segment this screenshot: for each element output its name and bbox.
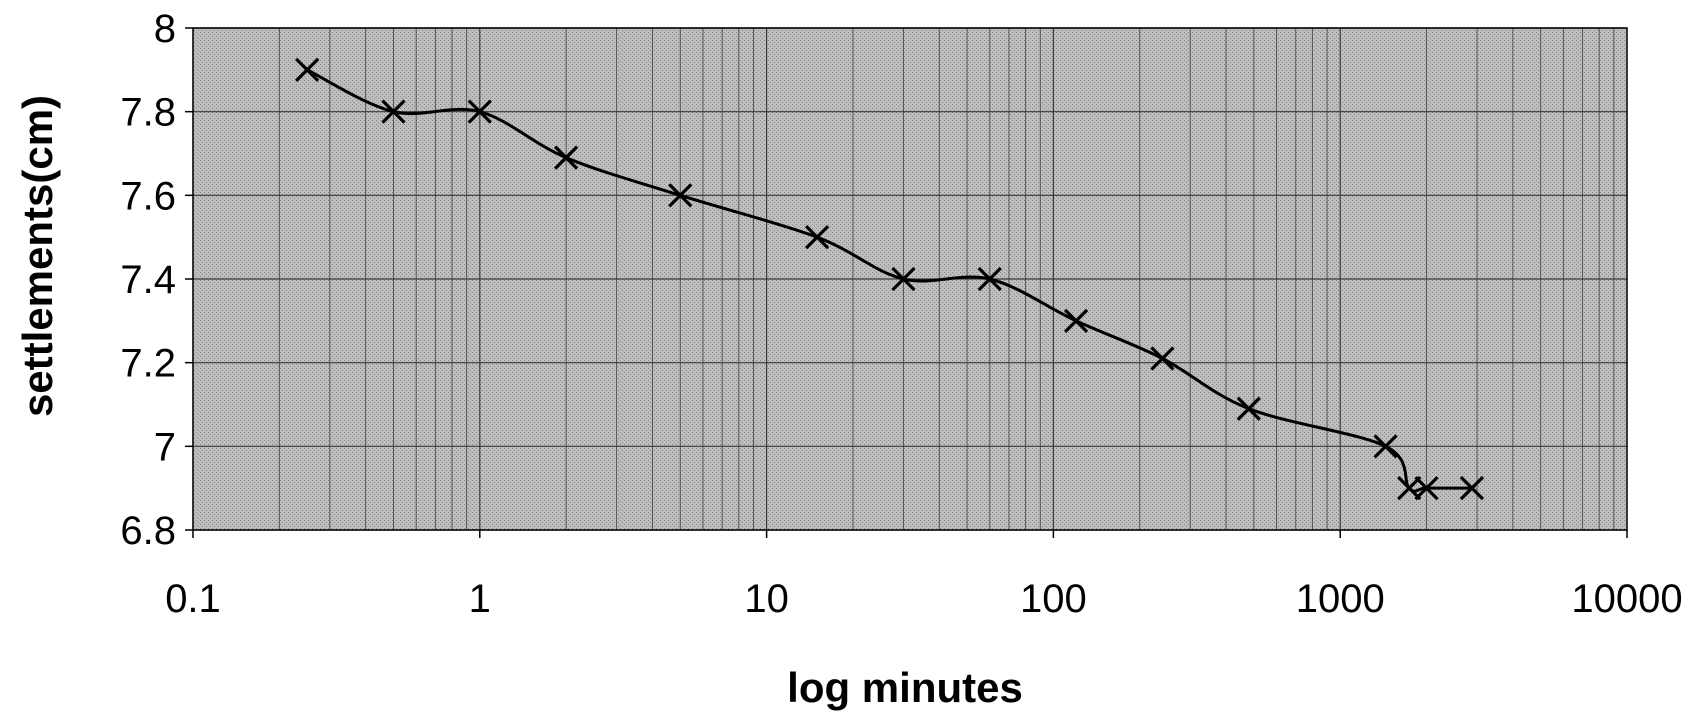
y-tick-label: 8: [154, 7, 176, 51]
y-tick-label: 7.6: [120, 174, 176, 218]
marker-stroke: [1373, 434, 1398, 459]
marker-stroke: [804, 225, 830, 250]
marker-stroke: [891, 266, 916, 292]
data-point-marker: [668, 183, 693, 208]
x-tick-label: 1: [469, 577, 491, 621]
data-point-marker: [1397, 476, 1422, 501]
data-series: [294, 57, 1485, 501]
data-point-marker: [294, 57, 320, 82]
marker-stroke: [381, 99, 406, 124]
x-tick-labels: 0.1 1 10 100 1000 10000: [165, 577, 1682, 621]
y-axis-title: settlements(cm): [14, 95, 61, 417]
data-point-marker: [1236, 396, 1261, 421]
marker-stroke: [294, 57, 320, 82]
tick-marks: [185, 27, 1628, 538]
y-tick-label: 7.4: [120, 258, 176, 302]
data-point-marker: [1373, 434, 1398, 459]
data-point-marker: [1414, 476, 1439, 501]
data-point-marker: [891, 266, 916, 292]
x-tick-label: 1000: [1296, 577, 1385, 621]
marker-stroke: [668, 183, 693, 208]
y-tick-label: 7.2: [120, 342, 176, 386]
marker-stroke: [1063, 308, 1089, 333]
data-point-marker: [804, 225, 830, 250]
data-point-marker: [977, 266, 1002, 292]
data-point-marker: [381, 99, 406, 124]
marker-stroke: [1414, 476, 1439, 501]
x-tick-label: 10000: [1571, 577, 1682, 621]
data-point-marker: [467, 99, 492, 124]
x-tick-label: 0.1: [165, 577, 221, 621]
gridlines: [192, 27, 1627, 531]
data-point-marker: [1150, 346, 1175, 371]
x-tick-label: 100: [1020, 577, 1087, 621]
y-tick-label: 7.8: [120, 91, 176, 135]
marker-stroke: [1459, 476, 1485, 501]
y-tick-label: 6.8: [120, 509, 176, 553]
y-tick-label: 7: [154, 425, 176, 469]
x-tick-label: 10: [744, 577, 789, 621]
marker-stroke: [1397, 476, 1422, 501]
marker-stroke: [554, 145, 579, 170]
marker-stroke: [467, 99, 492, 124]
x-axis-title: log minutes: [787, 664, 1023, 711]
data-point-marker: [1063, 308, 1089, 333]
marker-stroke: [977, 266, 1002, 292]
data-point-marker: [554, 145, 579, 170]
data-point-marker: [1459, 476, 1485, 501]
y-tick-labels: 6.8 7 7.2 7.4 7.6 7.8 8: [120, 7, 176, 553]
series-line: [306, 68, 1472, 493]
marker-stroke: [1236, 396, 1261, 421]
marker-stroke: [1150, 346, 1175, 371]
